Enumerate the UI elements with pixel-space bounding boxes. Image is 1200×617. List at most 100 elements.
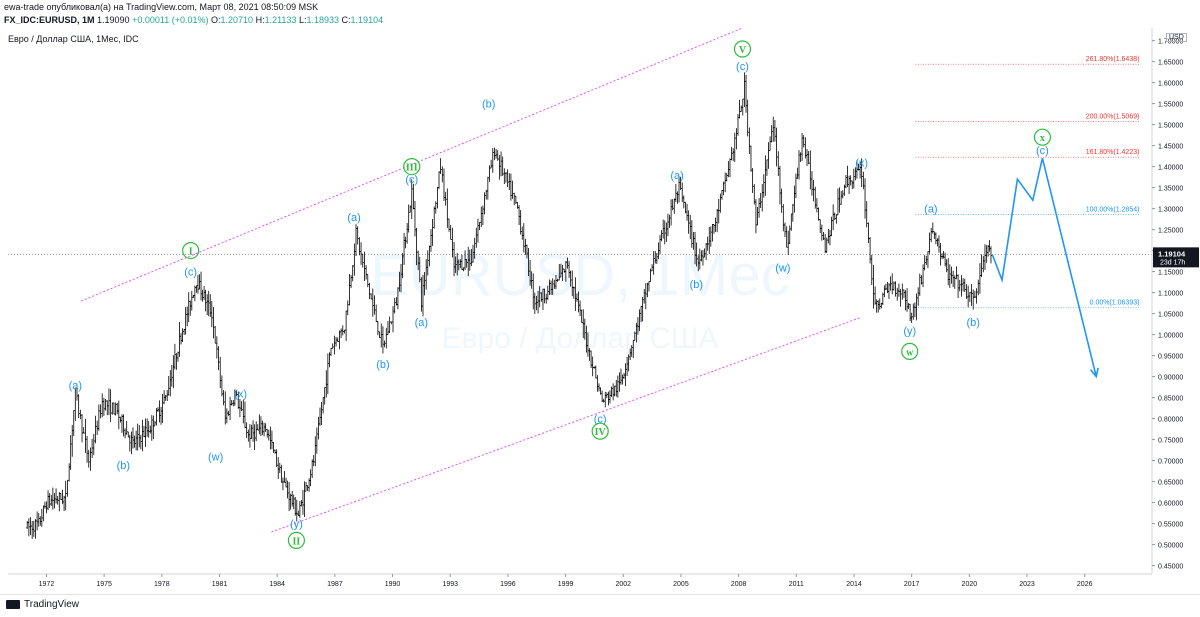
ohlc-bar bbox=[625, 356, 629, 376]
ohlc-bar bbox=[258, 414, 261, 435]
ohlc-bar bbox=[780, 188, 783, 213]
ohlc-bar bbox=[280, 464, 283, 483]
price-tag-value: 1.19104 bbox=[1158, 249, 1186, 258]
ohlc-bar bbox=[975, 288, 978, 304]
ohlc-bar bbox=[725, 172, 728, 182]
ohlc-bar bbox=[158, 400, 161, 423]
ohlc-bar bbox=[215, 336, 219, 359]
ohlc-bar bbox=[201, 289, 204, 302]
ohlc-bar bbox=[95, 420, 99, 436]
open-label: O: bbox=[211, 15, 221, 25]
y-tick-label: 1.45000 bbox=[1158, 144, 1183, 151]
symbol-name[interactable]: FX_IDC:EURUSD, 1M bbox=[4, 15, 95, 25]
ohlc-bar bbox=[849, 175, 852, 186]
ohlc-bar bbox=[908, 303, 912, 322]
ohlc-bar bbox=[101, 393, 104, 418]
ohlc-bar bbox=[301, 489, 305, 515]
ohlc-bar bbox=[790, 213, 793, 231]
ohlc-bar bbox=[887, 283, 891, 299]
ohlc-bar bbox=[761, 184, 764, 212]
ohlc-bar bbox=[926, 251, 930, 269]
ohlc-bar bbox=[868, 237, 872, 264]
ohlc-bar bbox=[142, 425, 146, 438]
close-label: C: bbox=[341, 15, 351, 25]
wave-label-green: III bbox=[403, 158, 421, 176]
tradingview-logo[interactable]: TradingView bbox=[6, 599, 79, 610]
ohlc-bar bbox=[292, 494, 295, 510]
ohlc-bar bbox=[796, 167, 799, 179]
ohlc-bar bbox=[960, 275, 963, 297]
wave-circle bbox=[287, 531, 306, 550]
ohlc-bar bbox=[381, 326, 385, 354]
watermark-ticker: EURUSD, 1Мес bbox=[370, 243, 790, 308]
ohlc-bar bbox=[830, 216, 833, 237]
ohlc-bar bbox=[793, 185, 796, 213]
ohlc-bar bbox=[955, 266, 958, 280]
ohlc-bar bbox=[71, 424, 74, 457]
ohlc-bar bbox=[117, 400, 121, 430]
y-tick-label: 0.55000 bbox=[1158, 522, 1183, 529]
ohlc-bar bbox=[748, 127, 751, 155]
ohlc-bar bbox=[306, 485, 309, 491]
wave-label-blue: (a) bbox=[415, 317, 428, 329]
ohlc-bar bbox=[439, 158, 442, 174]
ohlc-bar bbox=[921, 264, 925, 288]
ohlc-bar bbox=[66, 479, 69, 497]
ohlc-bar bbox=[772, 116, 775, 142]
chart-canvas[interactable]: EURUSD, 1Мес Евро / Доллар США 0.450000.… bbox=[0, 0, 1200, 594]
ohlc-bar bbox=[503, 168, 506, 185]
ohlc-bar bbox=[149, 425, 152, 434]
ohlc-bar bbox=[757, 198, 761, 218]
ohlc-bar bbox=[185, 306, 189, 327]
ohlc-bar bbox=[958, 279, 961, 292]
wave-label-blue: (b) bbox=[376, 359, 389, 371]
channel-lower-line bbox=[271, 317, 860, 533]
ohlc-bar bbox=[358, 237, 361, 256]
ohlc-bar bbox=[84, 418, 87, 453]
ohlc-bar bbox=[682, 195, 686, 209]
wave-label-blue: (a) bbox=[670, 170, 683, 182]
y-tick-label: 1.15000 bbox=[1158, 270, 1183, 277]
ohlc-bar bbox=[165, 390, 169, 402]
fib-levels: 261.80%(1.6438) 200.00%(1.5069) 161.80%(1.… bbox=[915, 56, 1141, 309]
wave-label-blue: (a) bbox=[924, 204, 937, 216]
ohlc-bar bbox=[970, 283, 973, 306]
ohlc-bar bbox=[883, 285, 886, 298]
ohlc-bar bbox=[978, 263, 982, 294]
ohlc-bar bbox=[820, 224, 824, 241]
ohlc-bar bbox=[504, 172, 508, 183]
ohlc-bar bbox=[42, 505, 45, 522]
ohlc-bar bbox=[354, 224, 358, 256]
y-tick-label: 0.75000 bbox=[1158, 438, 1183, 445]
ohlc-bar bbox=[204, 289, 207, 312]
ohlc-bar bbox=[493, 147, 496, 161]
ohlc-bar bbox=[437, 171, 441, 190]
ohlc-bar bbox=[32, 520, 36, 537]
ohlc-bar bbox=[613, 385, 616, 397]
wave-circle bbox=[1033, 128, 1052, 146]
ohlc-bar bbox=[253, 424, 256, 451]
ohlc-bar bbox=[778, 165, 782, 205]
ohlc-bar bbox=[386, 321, 390, 335]
ohlc-bar bbox=[391, 306, 395, 333]
y-tick-label: 1.35000 bbox=[1158, 186, 1183, 193]
projection-arrowhead bbox=[1089, 367, 1099, 379]
ohlc-bar bbox=[341, 325, 344, 336]
ohlc-bar bbox=[97, 404, 101, 431]
ohlc-bar bbox=[639, 305, 643, 323]
ohlc-bar bbox=[478, 221, 481, 231]
ohlc-bar bbox=[173, 343, 177, 370]
ohlc-bar bbox=[281, 477, 285, 491]
ohlc-bar bbox=[182, 328, 186, 335]
ohlc-bar bbox=[513, 192, 516, 206]
ohlc-bar bbox=[125, 421, 128, 435]
x-tick-label: 1990 bbox=[385, 581, 401, 588]
projection-line bbox=[991, 158, 1098, 377]
ohlc-bar bbox=[447, 218, 451, 232]
ohlc-bar bbox=[109, 389, 112, 423]
ohlc-bar bbox=[99, 404, 102, 419]
ohlc-bar bbox=[196, 274, 200, 294]
ohlc-bar bbox=[767, 142, 770, 169]
x-tick-label: 2008 bbox=[731, 581, 747, 588]
ohlc-bar bbox=[720, 189, 724, 200]
